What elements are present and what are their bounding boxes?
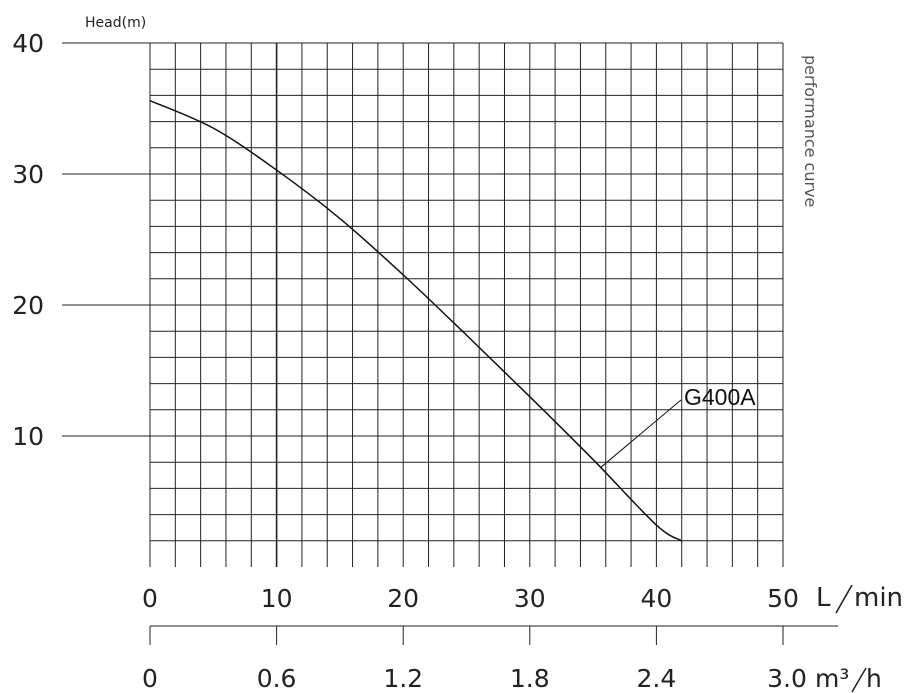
x-axis-unit-secondary: m³ h [815, 664, 882, 693]
x2-tick-label: 1.2 [383, 664, 423, 693]
y-tick-label: 10 [12, 422, 44, 451]
chart-title: performance curve [801, 55, 820, 207]
x2-unit-denominator: h [866, 664, 882, 693]
x-tick-label: 30 [514, 584, 546, 613]
x-unit-denominator: min [854, 583, 903, 613]
chart-axes [62, 42, 838, 645]
x-unit-numerator: L [816, 583, 831, 613]
y-tick-label: 30 [12, 160, 44, 189]
x2-tick-label: 0 [142, 664, 158, 693]
series-label: G400A [684, 384, 756, 410]
x-tick-label: 0 [142, 584, 158, 613]
x-tick-label: 40 [640, 584, 672, 613]
y-tick-label: 20 [12, 291, 44, 320]
series-line-g400a [149, 99, 683, 542]
x2-tick-label: 0.6 [257, 664, 297, 693]
x2-tick-label: 3.0 [767, 664, 807, 693]
chart-grid [149, 42, 784, 567]
x-tick-label: 20 [387, 584, 419, 613]
x-tick-label: 50 [767, 584, 799, 613]
x-unit-slash [835, 584, 853, 614]
chart-labels: 40 30 20 10 0 10 20 30 40 50 0 0.6 1.2 1.8 2.4 3.0 [12, 29, 807, 693]
chart-series: G400A [149, 99, 756, 542]
x2-tick-label: 1.8 [510, 664, 550, 693]
y-axis-label: Head(m) [85, 15, 146, 31]
x2-unit-numerator: m³ [815, 664, 849, 693]
series-leader-line [600, 399, 682, 468]
x2-unit-slash [851, 667, 867, 693]
x2-tick-label: 2.4 [637, 664, 677, 693]
y-tick-label: 40 [12, 29, 44, 58]
x-tick-label: 10 [261, 584, 293, 613]
